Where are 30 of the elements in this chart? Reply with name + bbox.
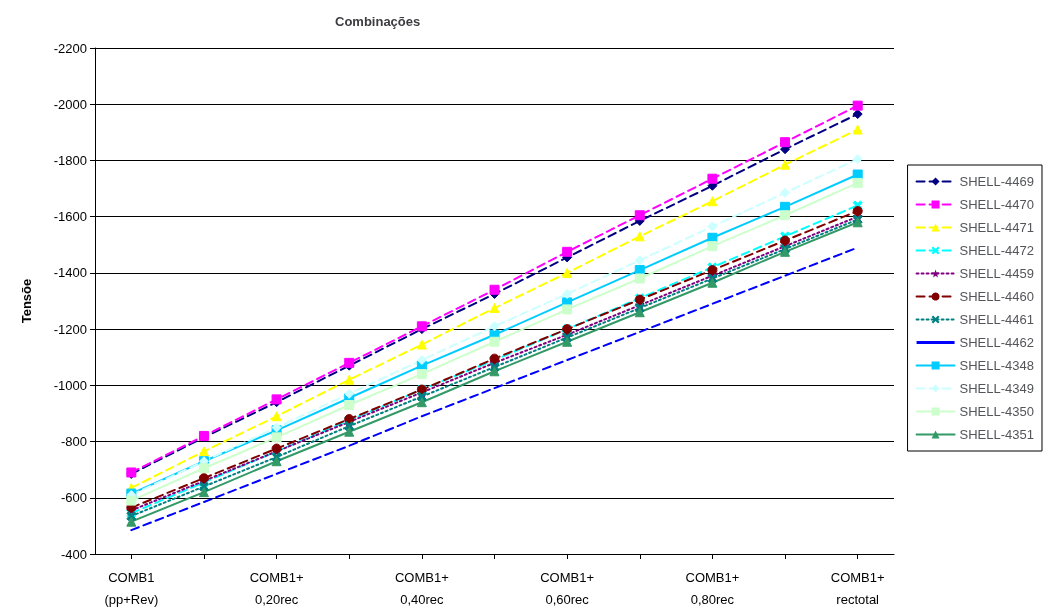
chart-title: Combinações	[335, 14, 421, 29]
y-tick-label: -1000	[53, 377, 87, 393]
y-tick-label: -600	[60, 490, 87, 506]
x-tick-label: COMB1 (pp+Rev)	[104, 569, 159, 607]
y-tick-label: -1600	[53, 209, 87, 225]
legend-label: SHELL-4350	[959, 404, 1035, 419]
y-tick-label: -800	[60, 434, 87, 450]
legend-label: SHELL-4472	[959, 243, 1035, 258]
legend-label: SHELL-4349	[959, 381, 1035, 396]
y-tick-label: -2000	[53, 96, 87, 112]
legend-label: SHELL-4471	[959, 220, 1035, 235]
y-tick-label: -400	[60, 546, 87, 562]
legend-label: SHELL-4351	[959, 427, 1035, 442]
y-tick-label: -1400	[53, 265, 87, 281]
legend-label: SHELL-4462	[959, 335, 1035, 350]
legend-label: SHELL-4470	[959, 197, 1035, 212]
x-tick-label: COMB1+ rectotal	[830, 569, 885, 607]
legend-label: SHELL-4460	[959, 289, 1035, 304]
x-tick-label: COMB1+ 0,60rec	[540, 569, 595, 607]
x-tick-label: COMB1+ 0,80rec	[685, 569, 740, 607]
legend-label: SHELL-4461	[959, 312, 1035, 327]
y-tick-label: -1800	[53, 152, 87, 168]
legend-label: SHELL-4469	[959, 174, 1035, 189]
legend-label: SHELL-4459	[959, 266, 1035, 281]
legend-label: SHELL-4348	[959, 358, 1035, 373]
y-tick-label: -1200	[53, 321, 87, 337]
x-tick-label: COMB1+ 0,20rec	[249, 569, 304, 607]
y-axis-title: Tensõe	[19, 278, 34, 324]
y-tick-label: -2200	[53, 40, 87, 56]
x-tick-label: COMB1+ 0,40rec	[394, 569, 449, 607]
